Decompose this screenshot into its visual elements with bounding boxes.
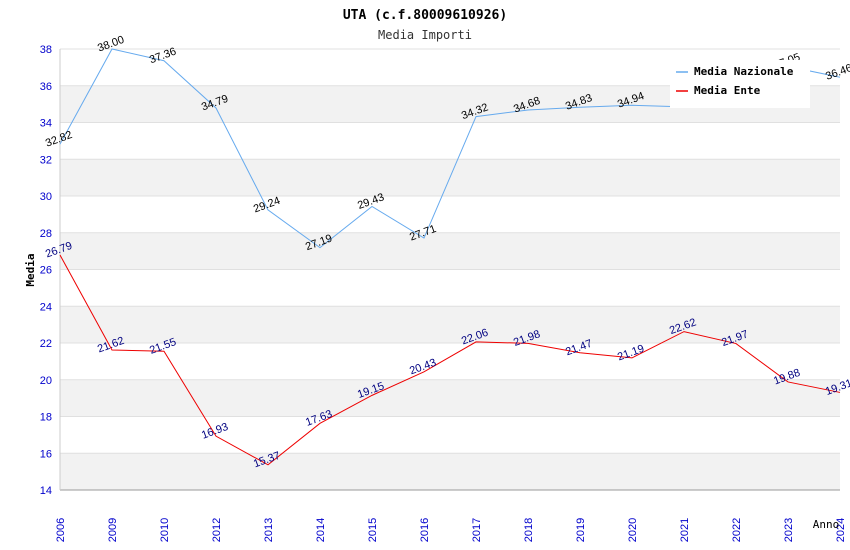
x-tick-label: 2014 [315,518,327,542]
y-tick-label: 32 [40,154,52,166]
grid-band [60,232,840,270]
x-tick-label: 2021 [679,518,691,542]
y-tick-label: 14 [40,485,52,497]
chart-title: UTA (c.f.80009610926) [343,8,507,23]
x-tick-label: 2010 [159,518,171,542]
legend: Media Nazionale Media Ente [670,60,810,108]
grid-bands [60,49,840,490]
grid-band [60,379,840,417]
y-tick-label: 38 [40,44,52,56]
x-axis-title: Anno [813,518,840,531]
y-tick-label: 20 [40,375,52,387]
y-tick-label: 26 [40,265,52,277]
x-tick-label: 2018 [523,518,535,542]
x-tick-label: 2020 [627,518,639,542]
grid-band [60,343,840,380]
y-tick-label: 36 [40,81,52,93]
grid-band [60,196,840,233]
x-tick-label: 2023 [783,518,795,542]
x-tick-label: 2013 [263,518,275,542]
x-tick-label: 2009 [107,518,119,542]
grid-band [60,453,840,490]
x-tick-label: 2012 [211,518,223,542]
y-tick-label: 16 [40,448,52,460]
x-tick-label: 2006 [55,518,67,542]
y-tick-label: 30 [40,191,52,203]
grid-band [60,122,840,160]
legend-box [670,60,810,108]
grid-band [60,416,840,454]
chart-subtitle: Media Importi [378,28,472,42]
x-tick-label: 2017 [471,518,483,542]
legend-label-media-nazionale: Media Nazionale [694,65,794,78]
y-tick-label: 28 [40,228,52,240]
y-tick-label: 18 [40,412,52,424]
legend-label-media-ente: Media Ente [694,84,761,97]
x-tick-label: 2019 [575,518,587,542]
x-tick-labels: 2006 2009 2010 2012 2013 2014 2015 2016 2017 2018… [55,518,847,542]
x-tick-label: 2022 [731,518,743,542]
y-tick-labels: 14 16 18 20 22 24 26 28 30 32 34 36 38 [40,44,52,497]
y-tick-label: 24 [40,301,52,313]
x-tick-label: 2016 [419,518,431,542]
grid-band [60,269,840,307]
y-tick-label: 34 [40,118,52,130]
x-tick-label: 2024 [835,518,847,542]
series-line-media-ente [59,254,841,466]
grid-band [60,306,840,343]
y-tick-label: 22 [40,338,52,350]
y-axis-title: Media [24,253,37,286]
x-tick-label: 2015 [367,518,379,542]
